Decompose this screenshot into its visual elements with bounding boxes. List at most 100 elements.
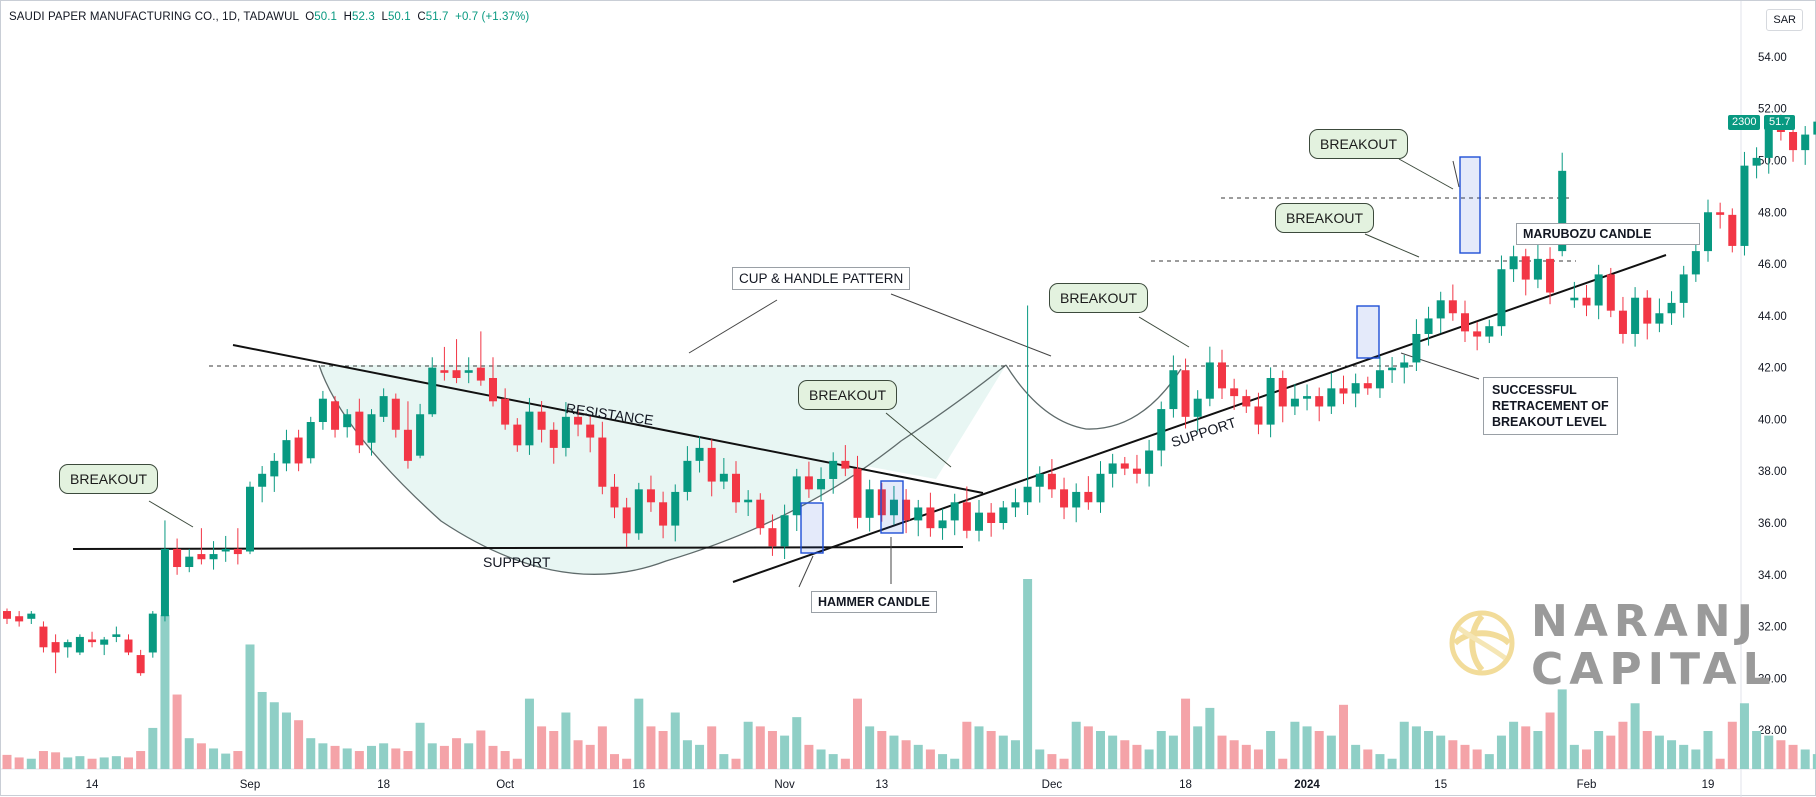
volume-bar — [1083, 726, 1093, 769]
y-tick-label: 36.00 — [1758, 518, 1787, 530]
retracement-line-1: SUCCESSFUL — [1492, 383, 1577, 397]
candle-body — [707, 447, 716, 482]
candle-body — [440, 370, 449, 373]
candle-body — [1011, 502, 1020, 508]
candle-body — [1643, 297, 1652, 324]
candle-body — [294, 437, 303, 464]
hammer-candle-label: HAMMER CANDLE — [811, 591, 937, 613]
volume-bar — [172, 694, 182, 769]
candle-body — [63, 642, 72, 648]
handle-curve — [1005, 364, 1182, 430]
candle-body — [1047, 473, 1056, 490]
candle-body — [1266, 377, 1275, 425]
volume-bar — [1460, 744, 1470, 769]
breakout-5-connector — [1452, 160, 1460, 188]
x-tick-label: 2024 — [1294, 779, 1320, 791]
candle-body — [1242, 396, 1251, 407]
volume-bar — [719, 754, 729, 769]
candle-body — [1813, 121, 1816, 135]
candle-body — [671, 491, 680, 526]
candle-body — [112, 634, 121, 637]
candle-body — [877, 489, 886, 516]
low-label: L — [381, 11, 388, 23]
volume-bar — [792, 717, 802, 769]
volume-bar — [585, 744, 595, 769]
volume-bar — [1606, 735, 1616, 769]
open-value: 50.1 — [314, 11, 338, 23]
candle-body — [1448, 300, 1457, 314]
y-tick-label: 42.00 — [1758, 363, 1787, 375]
candle-body — [489, 377, 497, 402]
breakout-2-tail — [885, 412, 952, 468]
volume-bar — [63, 757, 73, 769]
candle-body — [817, 478, 826, 490]
candle-body — [1546, 258, 1555, 293]
volume-bar — [160, 614, 170, 769]
candle-body — [1193, 398, 1202, 417]
volume-bar — [221, 753, 231, 769]
volume-bar — [1679, 744, 1689, 769]
volume-bar — [464, 743, 474, 769]
volume-bar — [1545, 712, 1555, 769]
candle-body — [1606, 274, 1615, 311]
candle-body — [27, 613, 36, 619]
candle-body — [209, 554, 218, 560]
x-tick-label: Dec — [1042, 779, 1063, 791]
volume-bar — [731, 758, 741, 769]
currency-button[interactable]: SAR — [1766, 9, 1803, 31]
candle-body — [586, 424, 595, 438]
volume-bar — [281, 712, 291, 769]
y-tick-label: 48.00 — [1758, 207, 1787, 219]
cup-label-connector-left — [688, 299, 778, 354]
candle-body — [926, 507, 935, 529]
y-tick-label: 34.00 — [1758, 570, 1787, 582]
candle-body — [1084, 491, 1093, 503]
volume-bar — [1496, 735, 1506, 769]
volume-bar — [537, 726, 547, 769]
volume-bar — [695, 744, 705, 769]
candle-body — [331, 401, 340, 430]
volume-bar — [136, 751, 146, 769]
volume-bar — [354, 751, 364, 769]
candle-body — [1740, 165, 1749, 246]
candle-body — [1789, 131, 1798, 151]
candle-body — [1764, 129, 1773, 158]
volume-bar — [634, 698, 644, 769]
candle-body — [124, 639, 133, 653]
breakout-1-tail — [148, 500, 194, 528]
candle-body — [1558, 170, 1567, 252]
candle-body — [780, 515, 789, 547]
candle-body — [695, 447, 704, 461]
retracement-line-3: BREAKOUT LEVEL — [1492, 415, 1607, 429]
volume-bar — [148, 727, 158, 769]
volume-bar — [99, 757, 109, 769]
volume-bar — [853, 698, 862, 769]
volume-bar — [1144, 749, 1154, 769]
candle-body — [403, 429, 412, 461]
candle-body — [1157, 409, 1166, 451]
volume-bar — [512, 758, 522, 769]
volume-bar — [658, 731, 668, 769]
candle-body — [197, 554, 206, 560]
candle-body — [1436, 300, 1445, 319]
candle-body — [1072, 491, 1081, 508]
candle-body — [476, 367, 485, 381]
candle-body — [1691, 251, 1700, 275]
candle-body — [1655, 313, 1664, 324]
candle-body — [1752, 157, 1761, 166]
candle-body — [75, 636, 84, 653]
candle-body — [1473, 331, 1482, 337]
breakout-callout-2: BREAKOUT — [798, 380, 898, 410]
volume-bar — [1314, 731, 1324, 769]
candle-body — [1351, 383, 1360, 394]
candle-body — [732, 473, 740, 503]
volume-bar — [1448, 740, 1458, 769]
volume-bar — [427, 743, 437, 769]
volume-bar — [196, 743, 206, 769]
symbol-title: SAUDI PAPER MANUFACTURING CO., 1D, TADAW… — [9, 11, 299, 23]
candle-body — [1461, 313, 1469, 332]
volume-bar — [1168, 735, 1178, 769]
volume-bar — [403, 751, 413, 769]
volume-bar — [500, 751, 510, 769]
